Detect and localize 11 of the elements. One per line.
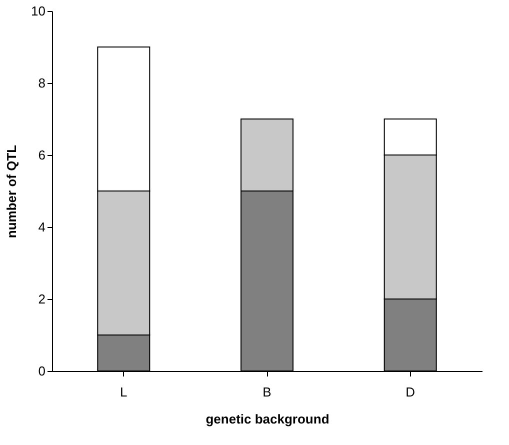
y-tick-label: 10 bbox=[31, 4, 46, 18]
y-tick-label: 2 bbox=[38, 292, 46, 306]
y-tick-label: 4 bbox=[38, 220, 46, 234]
x-axis-title: genetic background bbox=[206, 412, 330, 426]
y-tick-label: 6 bbox=[38, 148, 46, 162]
x-tick-label: D bbox=[406, 384, 416, 400]
y-axis-title: number of QTL bbox=[4, 144, 20, 238]
y-tick-label: 0 bbox=[38, 364, 46, 378]
x-tick-label: L bbox=[120, 384, 128, 400]
x-tick-label: B bbox=[262, 384, 272, 400]
y-tick-label: 8 bbox=[38, 76, 46, 90]
